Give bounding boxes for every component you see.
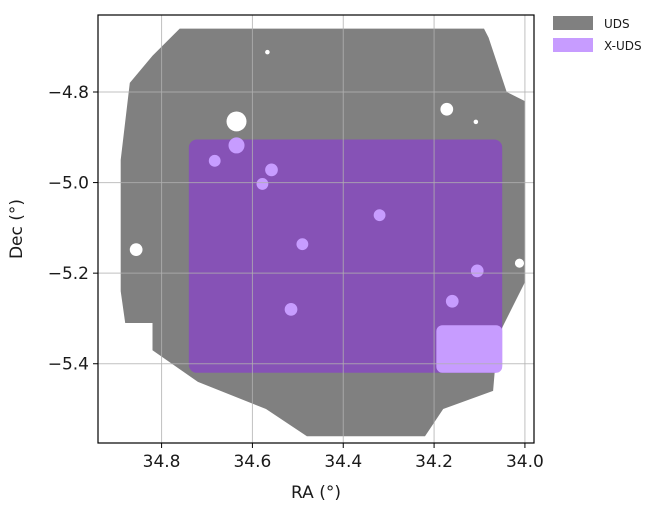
masked-hole [265,49,270,55]
x-axis-label: RA (°) [291,483,341,503]
masked-hole [226,111,247,132]
xuds-only-spot [265,163,278,177]
y-tick-label: −4.8 [48,83,89,103]
xuds-only-patch [436,325,503,373]
x-tick-label: 34.0 [506,452,544,472]
masked-hole [473,119,479,125]
legend: UDS X-UDS [553,16,642,53]
xuds-only-spot [373,209,386,222]
xuds-only-spot [208,154,221,167]
x-tick-label: 34.2 [415,452,453,472]
legend-label: X-UDS [604,39,642,53]
legend-swatch [553,38,593,52]
x-tick-label: 34.8 [143,452,181,472]
xuds-region [188,139,503,373]
y-tick-label: −5.4 [48,355,89,375]
xuds-only-spot [284,303,298,316]
xuds-only-spot [445,294,459,308]
legend-label: UDS [604,17,630,31]
legend-swatch [553,16,593,30]
y-tick-label: −5.0 [48,174,89,194]
xuds-only-spot [470,264,484,278]
y-tick-label: −5.2 [48,264,89,284]
y-axis-label: Dec (°) [7,199,27,259]
masked-hole [129,243,143,256]
masked-hole [440,102,454,116]
x-tick-label: 34.6 [233,452,271,472]
plot-frame [97,14,535,444]
x-tick-label: 34.4 [324,452,362,472]
masked-hole [514,258,525,268]
xuds-only-spot [256,178,269,190]
xuds-only-spot [228,137,245,154]
xuds-only-spot [296,238,309,251]
